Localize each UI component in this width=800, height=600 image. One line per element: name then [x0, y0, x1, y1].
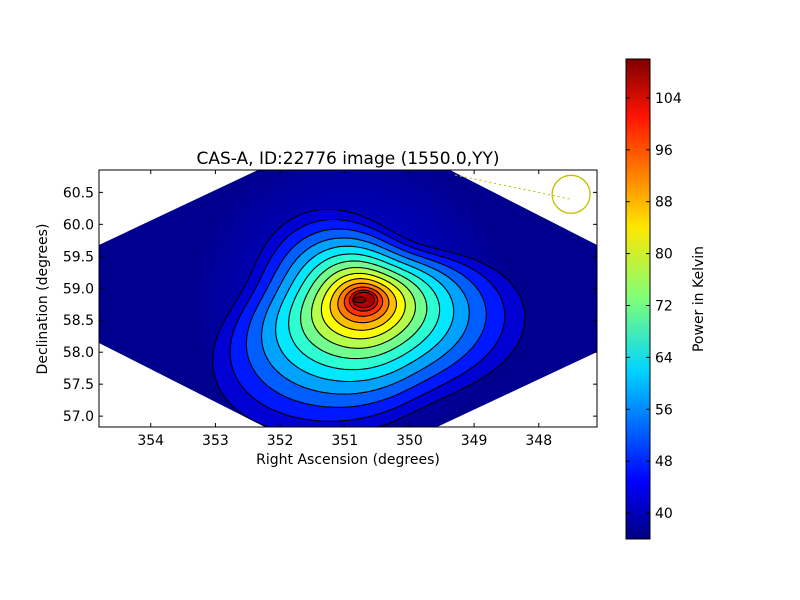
colorbar-tick-label: 80 — [655, 247, 673, 263]
contour-line — [352, 291, 376, 309]
x-tick-label: 348 — [525, 433, 552, 449]
colorbar: 40 48 56 64 72 80 88 96 104 Power in Kelvin — [625, 58, 707, 540]
y-tick-label: 59.0 — [63, 281, 94, 297]
x-tick-label: 352 — [267, 433, 294, 449]
beam-circle — [551, 174, 591, 214]
colorbar-tick-label: 72 — [655, 298, 673, 314]
contour-line — [245, 228, 487, 408]
x-tick-label: 351 — [331, 433, 358, 449]
y-tick-label: 58.0 — [63, 345, 94, 361]
contour-line — [300, 260, 428, 360]
contour-line — [320, 272, 406, 340]
contour-line-layer — [212, 208, 526, 427]
colorbar-tick-label: 64 — [655, 350, 673, 366]
colorbar-gradient — [625, 58, 651, 540]
heatmap-image — [99, 170, 597, 427]
colorbar-tick-label: 88 — [655, 195, 673, 211]
y-tick-label: 59.5 — [63, 249, 94, 265]
colorbar-tick-label: 104 — [655, 91, 682, 107]
colorbar-tick-label: 48 — [655, 454, 673, 470]
y-tick-label: 57.0 — [63, 409, 94, 425]
colorbar-tick-label: 56 — [655, 402, 673, 418]
contour-line — [260, 237, 470, 395]
contour-line — [329, 278, 398, 331]
y-tick-label: 57.5 — [63, 377, 94, 393]
chart-title: CAS-A, ID:22776 image (1550.0,YY) — [196, 149, 499, 169]
x-axis-label: Right Ascension (degrees) — [256, 452, 440, 468]
y-axis-label: Declination (degrees) — [35, 224, 51, 375]
y-axis-ticks: 57.0 57.5 58.0 58.5 59.0 59.5 60.0 60.5 — [63, 185, 597, 425]
x-axis-ticks: 354 353 352 351 350 349 348 — [137, 170, 552, 449]
contour-line — [348, 289, 379, 312]
y-tick-label: 58.5 — [63, 313, 94, 329]
colorbar-label: Power in Kelvin — [691, 246, 707, 352]
contour-line — [343, 286, 384, 317]
y-tick-label: 60.0 — [63, 217, 94, 233]
x-tick-label: 354 — [137, 433, 164, 449]
contour-line — [310, 266, 416, 349]
colorbar-tick-label: 96 — [655, 143, 673, 159]
contour-line — [275, 245, 455, 383]
y-tick-label: 60.5 — [63, 185, 94, 201]
contour-line — [229, 218, 506, 422]
colorbar-tick-label: 40 — [655, 506, 673, 522]
beam-marker — [454, 174, 591, 214]
x-tick-label: 353 — [202, 433, 229, 449]
colorbar-ticks: 40 48 56 64 72 80 88 96 104 — [626, 91, 682, 522]
contour-line — [337, 282, 390, 324]
x-tick-label: 349 — [461, 433, 488, 449]
axes-frame — [98, 169, 598, 428]
plot-area — [98, 169, 598, 428]
peak-core — [353, 296, 367, 304]
contour-line — [288, 253, 441, 371]
contour-line — [212, 208, 526, 427]
x-tick-label: 350 — [396, 433, 423, 449]
